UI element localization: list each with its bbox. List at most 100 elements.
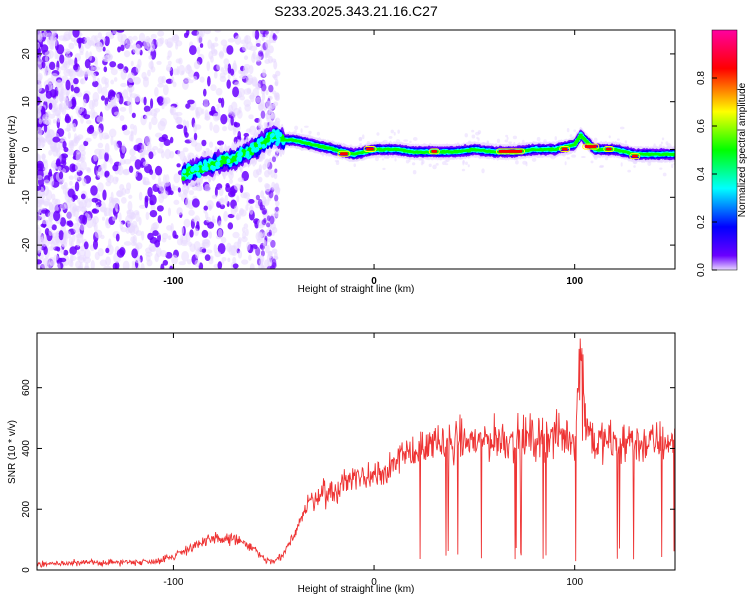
spectrogram-hotspot-halo xyxy=(428,148,440,155)
spectrogram-noise-blob xyxy=(624,140,628,144)
spectrogram-noise-blob xyxy=(176,65,180,76)
spectrogram-noise-blob xyxy=(566,127,570,133)
spectrogram-noise-blob xyxy=(203,30,212,35)
spectrogram-ridge-blob xyxy=(265,138,270,143)
spectrogram-noise-blob xyxy=(101,86,108,98)
spectrogram-noise-blob xyxy=(173,199,180,205)
spectrogram-noise-blob xyxy=(202,239,210,245)
spectrogram-noise-blob xyxy=(171,254,179,265)
spectrogram-noise-blob xyxy=(260,250,265,257)
spectrogram-noise-blob xyxy=(90,64,94,75)
spectrogram-noise-blob xyxy=(265,89,269,96)
spectrogram-noise-blob xyxy=(181,250,190,262)
spectrogram-noise-blob xyxy=(148,151,154,160)
spectrogram-noise-blob xyxy=(85,119,92,125)
spectrogram-noise-blob xyxy=(257,198,263,207)
spectrogram-noise-blob xyxy=(223,58,230,66)
spectrogram-noise-blob xyxy=(110,191,114,203)
spectrogram-noise-blob xyxy=(230,68,235,76)
spectrogram-noise-blob xyxy=(271,258,277,268)
spectrogram-hotspot xyxy=(339,152,348,156)
spectrogram-noise-blob xyxy=(175,42,179,50)
spectrogram-ridge-blob xyxy=(238,151,243,157)
spectrogram-noise-blob xyxy=(116,93,120,103)
spectrogram-noise-blob xyxy=(80,78,84,85)
spectrogram-noise-blob xyxy=(48,168,52,177)
spectrogram-noise-blob xyxy=(243,88,252,95)
spectrogram-noise-blob xyxy=(104,134,110,140)
spectrogram-noise-blob xyxy=(590,160,594,164)
spectrogram-noise-blob xyxy=(118,212,122,223)
spectrogram-noise-blob xyxy=(269,215,275,225)
spectrogram-x-tick-label: 0 xyxy=(371,276,377,287)
spectrogram-noise-blob xyxy=(471,129,475,133)
spectrogram-noise-blob xyxy=(64,127,72,132)
spectrogram-noise-blob xyxy=(70,37,76,42)
spectrogram-noise-blob xyxy=(37,175,43,181)
spectrogram-noise-blob xyxy=(150,66,156,73)
spectrogram-noise-blob xyxy=(59,54,65,64)
spectrogram-noise-blob xyxy=(63,31,71,41)
spectrogram-hotspot-halo xyxy=(337,150,351,157)
spectrogram-noise-blob xyxy=(63,230,72,239)
spectrogram-noise-blob xyxy=(249,263,255,269)
spectrogram-noise-blob xyxy=(249,92,255,103)
spectrogram-noise-blob xyxy=(77,197,81,205)
spectrogram-noise-blob xyxy=(412,137,418,141)
spectrogram-noise-blob xyxy=(152,230,159,237)
spectrogram-ridge-blob xyxy=(572,143,577,146)
spectrogram-noise-blob xyxy=(114,143,119,151)
spectrogram-noise-blob xyxy=(569,134,573,138)
spectrogram-noise-blob xyxy=(45,120,50,126)
spectrogram-noise-blob xyxy=(129,123,135,130)
spectrogram-ridge-blob xyxy=(256,138,261,144)
spectrogram-noise-blob xyxy=(258,117,262,126)
spectrogram-noise-blob xyxy=(176,207,183,216)
spectrogram-noise-blob xyxy=(178,57,183,65)
spectrogram-noise-blob xyxy=(147,186,153,198)
spectrogram-noise-blob xyxy=(84,265,90,269)
spectrogram-noise-blob xyxy=(71,234,76,242)
spectrogram-noise-blob xyxy=(51,198,59,205)
spectrogram-noise-blob xyxy=(121,143,126,154)
spectrogram-noise-blob xyxy=(257,231,264,241)
spectrogram-noise-blob xyxy=(110,79,115,85)
spectrogram-noise-blob xyxy=(249,45,258,52)
spectrogram-noise-blob xyxy=(435,163,439,166)
spectrogram-noise-blob xyxy=(66,210,73,221)
spectrogram-noise-blob xyxy=(134,159,142,170)
spectrogram-noise-blob xyxy=(581,155,586,158)
spectrogram-noise-blob xyxy=(55,95,59,104)
spectrogram-hotspot xyxy=(431,149,438,153)
spectrogram-noise-blob xyxy=(358,137,363,141)
spectrogram-noise-blob xyxy=(258,124,263,129)
spectrogram-noise-blob xyxy=(214,36,218,42)
spectrogram-noise-blob xyxy=(67,188,75,198)
spectrogram-noise-blob xyxy=(82,98,87,108)
spectrogram-noise-blob xyxy=(421,159,425,165)
spectrogram-noise-blob xyxy=(245,75,250,83)
spectrogram-noise-blob xyxy=(116,248,125,258)
spectrogram-noise-blob xyxy=(110,96,117,107)
spectrogram-noise-blob xyxy=(104,151,109,162)
spectrogram-noise-blob xyxy=(80,245,85,252)
spectrogram-noise-blob xyxy=(397,129,400,134)
spectrogram-noise-blob xyxy=(175,116,182,125)
spectrogram-noise-blob xyxy=(129,148,136,157)
spectrogram-noise-blob xyxy=(56,113,61,123)
spectrogram-noise-blob xyxy=(40,223,47,228)
spectrogram-noise-blob xyxy=(79,223,86,231)
spectrogram-noise-blob xyxy=(153,107,161,113)
spectrogram-noise-blob xyxy=(73,208,79,218)
spectrogram-noise-blob xyxy=(255,83,261,90)
spectrogram-noise-blob xyxy=(120,69,127,80)
spectrogram-noise-blob xyxy=(255,247,261,256)
spectrogram-noise-blob xyxy=(194,228,199,237)
spectrogram-noise-blob xyxy=(60,249,65,255)
spectrogram-noise-blob xyxy=(671,163,674,169)
spectrogram-noise-blob xyxy=(148,243,156,252)
spectrogram-noise-blob xyxy=(50,260,55,267)
spectrogram-noise-blob xyxy=(75,152,83,163)
spectrogram-ridge-blob xyxy=(578,133,583,137)
